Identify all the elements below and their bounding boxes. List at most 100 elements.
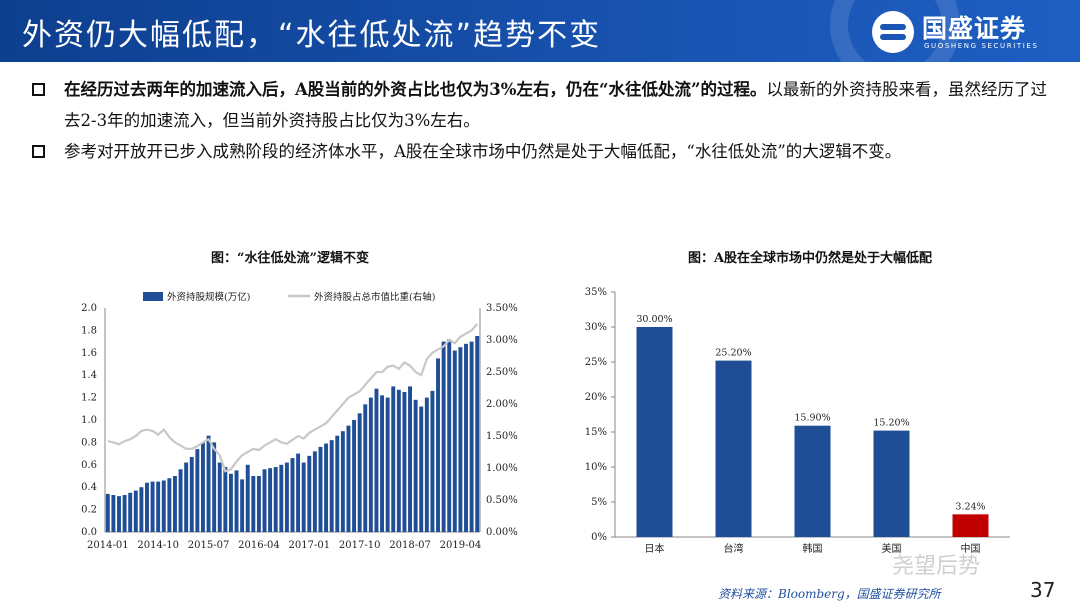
chart-bar xyxy=(385,397,390,532)
chart-bar xyxy=(396,389,401,532)
x-tick-label: 2017-10 xyxy=(339,540,381,551)
y-left-tick-label: 1.4 xyxy=(81,370,97,381)
checkbox-square-icon xyxy=(32,83,45,96)
chart-bar xyxy=(245,464,250,532)
y-left-tick-label: 1.2 xyxy=(81,393,97,404)
chart-bar xyxy=(312,451,317,532)
chart-bar xyxy=(122,495,127,532)
chart-bar xyxy=(273,467,278,532)
chart-bar xyxy=(228,473,233,532)
logo-icon xyxy=(872,11,914,53)
data-label: 3.24% xyxy=(955,501,985,512)
y-left-tick-label: 2.0 xyxy=(81,303,97,314)
y-tick-label: 30% xyxy=(585,322,607,333)
page-number: 37 xyxy=(1030,578,1056,602)
chart-bar xyxy=(284,462,289,532)
chart-bar xyxy=(324,443,329,532)
header-decoration xyxy=(830,0,960,62)
chart-bar xyxy=(251,476,256,532)
chart-bar xyxy=(374,388,379,532)
chart-bar xyxy=(380,395,385,532)
y-tick-label: 15% xyxy=(585,427,607,438)
slide-title: 外资仍大幅低配，“水往低处流”趋势不变 xyxy=(22,18,602,53)
x-tick-label: 2015-07 xyxy=(188,540,230,551)
chart-bar xyxy=(363,404,368,532)
bullet-item: 在经历过去两年的加速流入后，A股当前的外资占比也仅为3%左右，仍在“水往低处流”… xyxy=(30,74,1050,136)
chart-foreign-holdings: 0.0 0.2 0.4 0.6 0.8 1.0 1.2 1.4 1.6 1.8 2.0 0.00% 0.… xyxy=(81,291,518,551)
chart-bar xyxy=(223,467,228,532)
chart-bar xyxy=(206,435,211,532)
chart-bar xyxy=(200,442,205,532)
chart-bar xyxy=(212,442,217,532)
y-right-tick-label: 0.50% xyxy=(486,495,518,506)
y-right-tick-label: 2.00% xyxy=(486,399,518,410)
chart-bar xyxy=(715,360,752,537)
chart-bar xyxy=(156,481,161,532)
y-left-tick-label: 1.8 xyxy=(81,325,97,336)
y-left-tick-label: 0.0 xyxy=(81,527,97,538)
company-logo: 国盛证券 GUOSHENG SECURITIES xyxy=(872,9,1068,55)
chart-bar xyxy=(128,492,133,532)
chart-bar xyxy=(145,482,149,532)
chart-bar xyxy=(329,440,334,532)
y-tick-label: 10% xyxy=(585,462,607,473)
y-left-tick-label: 0.2 xyxy=(81,505,97,516)
x-tick-label: 2014-01 xyxy=(87,540,129,551)
chart-series-line xyxy=(107,323,479,473)
legend-label: 外资持股占总市值比重(右轴) xyxy=(314,291,435,303)
chart-bar xyxy=(794,425,831,537)
chart-bar xyxy=(167,478,172,532)
y-tick-label: 0% xyxy=(591,532,607,543)
bullet-list: 在经历过去两年的加速流入后，A股当前的外资占比也仅为3%左右，仍在“水往低处流”… xyxy=(30,74,1050,167)
chart-bar xyxy=(430,390,435,532)
chart-bar xyxy=(262,469,267,532)
chart-bar xyxy=(195,449,200,532)
wechat-watermark: 尧望后势 xyxy=(892,554,981,579)
chart-bar xyxy=(464,343,468,532)
source-note: 资料来源：Bloomberg，国盛证券研究所 xyxy=(718,587,941,601)
x-tick-label: 2014-10 xyxy=(137,540,179,551)
logo-english-name: GUOSHENG SECURITIES xyxy=(924,42,1039,50)
chart-bar xyxy=(441,341,446,532)
chart-bar xyxy=(391,386,396,532)
legend-bar-swatch xyxy=(143,292,163,301)
chart-bar xyxy=(234,470,239,532)
chart-bar xyxy=(184,462,189,532)
chart-bar xyxy=(340,431,345,532)
data-label: 15.20% xyxy=(873,418,909,429)
y-tick-label: 5% xyxy=(591,497,607,508)
x-tick-label: 中国 xyxy=(961,542,981,555)
chart-bar xyxy=(458,347,463,532)
y-right-tick-label: 1.50% xyxy=(486,431,518,442)
chart-bar xyxy=(408,386,412,532)
bullet-text: 以最新的外资持股来看，虽然经历了过去2-3年的加速流入，但当前外资持股占比仅为3… xyxy=(64,80,1047,130)
chart-bar xyxy=(301,462,306,532)
chart-bar xyxy=(133,490,138,532)
y-left-tick-label: 0.4 xyxy=(81,482,97,493)
y-tick-label: 35% xyxy=(585,287,607,298)
x-tick-label: 日本 xyxy=(645,542,665,555)
bullet-item: 参考对开放开已步入成熟阶段的经济体水平，A股在全球市场中仍然是处于大幅低配，“水… xyxy=(30,136,1050,167)
y-left-tick-label: 0.6 xyxy=(81,460,97,471)
chart-bar xyxy=(352,420,357,532)
chart-bar xyxy=(475,336,480,532)
x-tick-label: 台湾 xyxy=(724,542,744,555)
x-tick-label: 美国 xyxy=(882,542,902,555)
slide-header: 外资仍大幅低配，“水往低处流”趋势不变 国盛证券 GUOSHENG SECURI… xyxy=(0,0,1080,62)
y-tick-label: 20% xyxy=(585,392,607,403)
x-tick-label: 2019-04 xyxy=(440,540,482,551)
y-right-tick-label: 0.00% xyxy=(486,527,518,538)
x-tick-label: 2017-01 xyxy=(289,540,331,551)
chart-global-allocation: 0% 5% 10% 15% 20% 25% 30% 35% 30.00% 日本 25.20% 台湾 15… xyxy=(585,287,1010,555)
data-label: 30.00% xyxy=(636,314,672,325)
chart-bar xyxy=(111,495,116,532)
chart-bar xyxy=(105,493,110,532)
bullet-text: 参考对开放开已步入成熟阶段的经济体水平，A股在全球市场中仍然是处于大幅低配，“水… xyxy=(64,142,902,161)
chart-bar xyxy=(335,435,340,532)
chart-bar xyxy=(150,481,155,532)
x-tick-label: 韩国 xyxy=(803,542,823,555)
chart-bar xyxy=(173,476,177,532)
chart-bar xyxy=(452,350,457,532)
checkbox-square-icon xyxy=(32,145,45,158)
y-right-tick-label: 3.00% xyxy=(486,335,518,346)
